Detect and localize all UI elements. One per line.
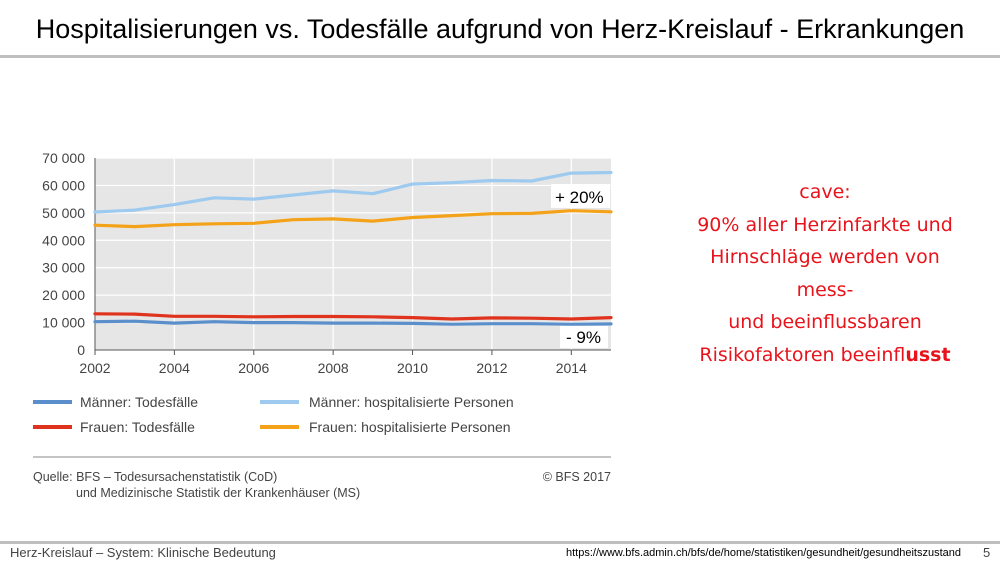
cave-line: 90% aller Herzinfarkte und [697,213,953,236]
x-tick-labels: 2002 2004 2006 2008 2010 2012 2014 [79,360,587,376]
cave-last-bold: usst [905,343,951,366]
y-tick-label: 10 000 [42,315,85,331]
source-line-2: und Medizinische Statistik der Krankenhä… [76,486,360,500]
legend-label-maenner-tod: Männer: Todesfälle [80,394,198,410]
cave-note: cave: 90% aller Herzinfarkte und Hirnsch… [680,176,970,371]
x-tick-label: 2014 [556,360,587,376]
slide-title: Hospitalisierungen vs. Todesfälle aufgru… [35,14,965,44]
x-tick-label: 2008 [318,360,349,376]
source-line-1: Quelle: BFS – Todesursachenstatistik (Co… [33,470,277,484]
x-tick-label: 2002 [79,360,110,376]
legend-label-maenner-hosp: Männer: hospitalisierte Personen [309,394,514,410]
annotation-box-plus [551,184,610,208]
page-number: 5 [983,545,991,560]
footer-divider [0,541,1000,544]
x-tick-label: 2012 [476,360,507,376]
cave-line: Hirnschläge werden von mess- [710,246,940,301]
y-tick-label: 40 000 [42,232,85,248]
cave-last-prefix: Risikofaktoren beeinfl [699,343,906,366]
cave-line: cave: [799,181,851,203]
series-lines [93,170,613,326]
series-line-1 [93,170,613,214]
annotation-plus-20: + 20% [555,188,604,207]
series-line-3 [93,209,613,229]
series-line-2 [93,312,613,321]
cave-line: und beeinflussbaren [728,311,922,333]
footer-url[interactable]: https://www.bfs.admin.ch/bfs/de/home/sta… [566,547,962,559]
annotation-box-minus [560,326,608,348]
plot-area [95,158,611,350]
y-tick-label: 50 000 [42,205,85,221]
cave-line: Risikofaktoren beeinflusst [680,339,970,372]
y-tick-label: 70 000 [42,150,85,166]
legend-label-frauen-hosp: Frauen: hospitalisierte Personen [309,419,511,435]
x-tick-label: 2010 [397,360,428,376]
legend-label-frauen-tod: Frauen: Todesfälle [80,419,195,435]
x-tick-label: 2006 [238,360,269,376]
y-tick-label: 30 000 [42,260,85,276]
y-tick-label: 0 [77,342,85,358]
y-tick-label: 20 000 [42,287,85,303]
series-line-0 [93,319,613,326]
title-divider [0,55,1000,58]
axes [94,158,611,351]
x-tick-label: 2004 [159,360,190,376]
y-tick-labels: 0 10 000 20 000 30 000 40 000 50 000 60 000 70 … [42,150,85,358]
annotation-minus-9: - 9% [566,328,601,347]
footer-left-text: Herz-Kreislauf – System: Klinische Bedeu… [10,545,276,560]
copyright-label: © BFS 2017 [543,470,611,484]
y-tick-label: 60 000 [42,177,85,193]
chart-legend: Männer: Todesfälle Männer: hospitalisier… [33,394,514,435]
